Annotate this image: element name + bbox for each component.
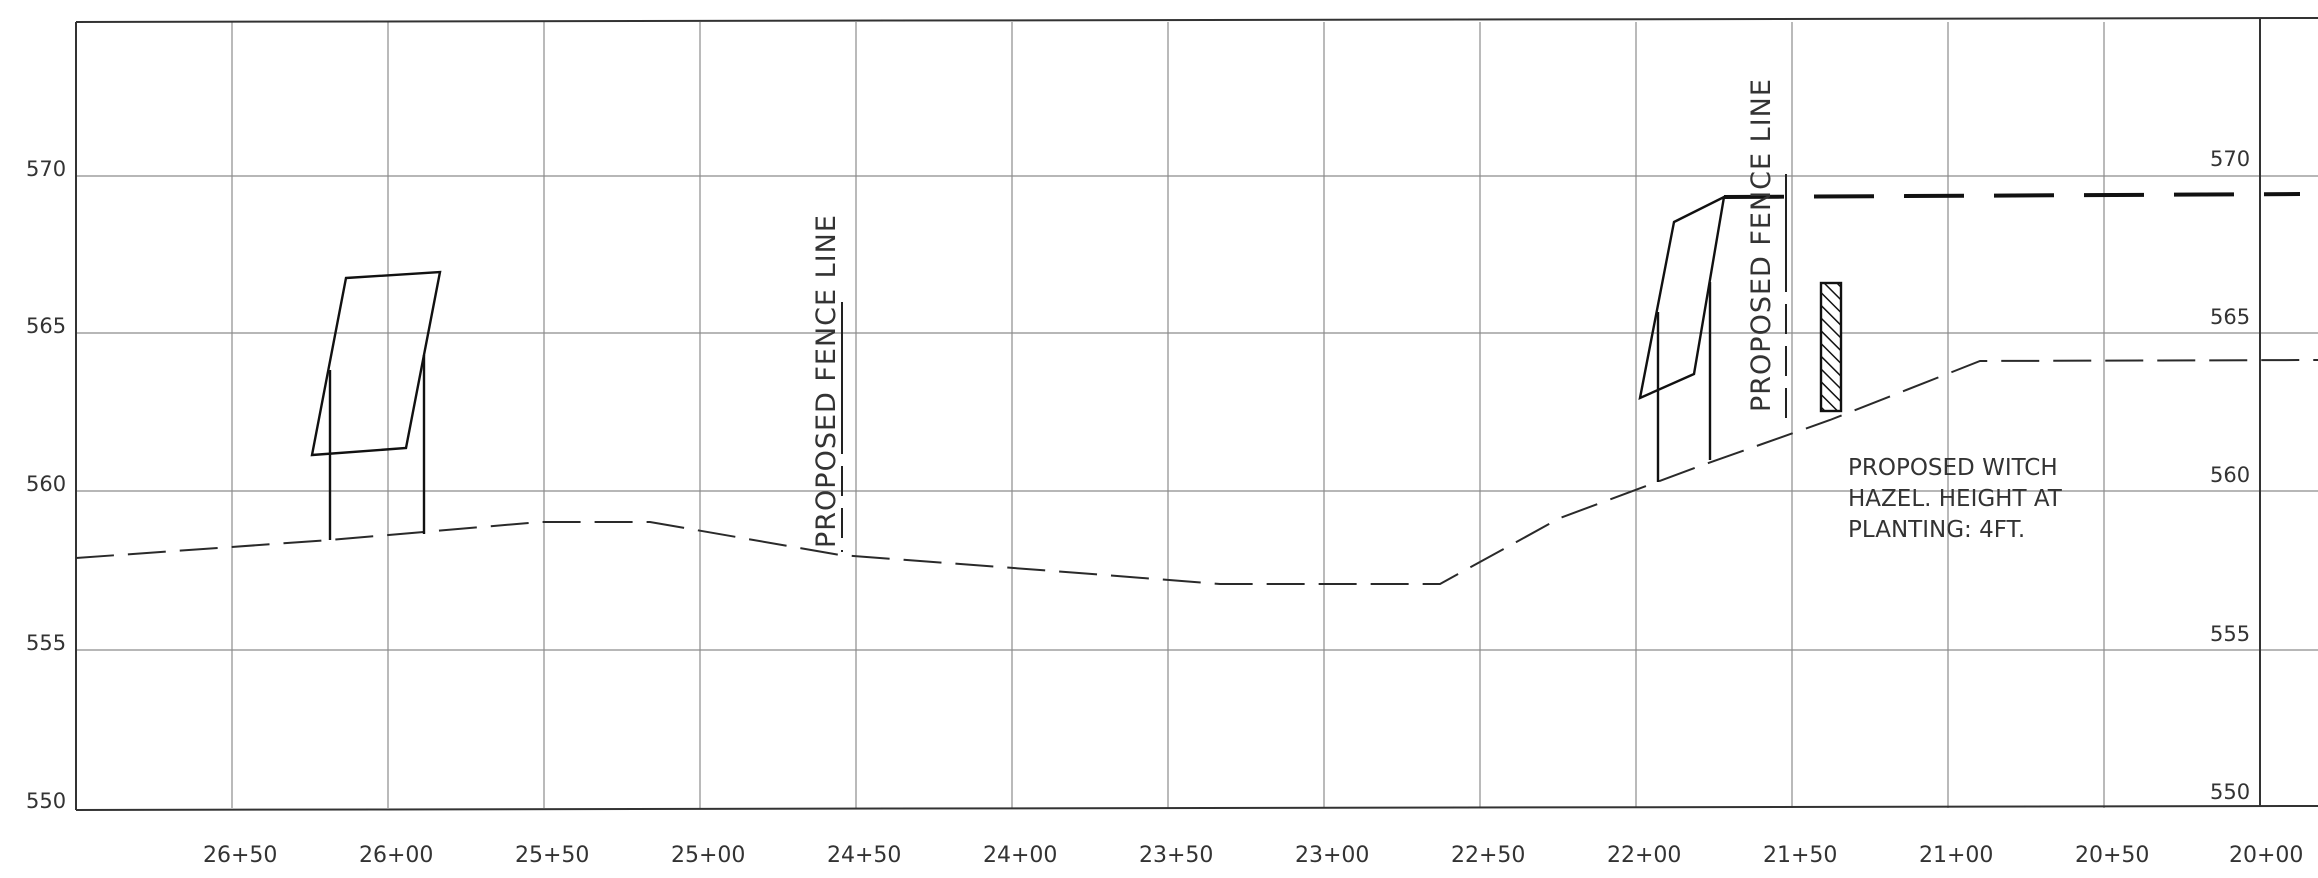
sign-panel — [310, 270, 442, 457]
elevation-label: 570 — [26, 157, 66, 181]
station-label: 22+50 — [1451, 843, 1525, 868]
elevation-label: 550 — [26, 789, 66, 813]
elevation-label: 565 — [26, 314, 66, 338]
station-label: 22+00 — [1607, 843, 1681, 868]
station-label: 26+00 — [359, 843, 433, 868]
station-label: 24+00 — [983, 843, 1057, 868]
station-label: 26+50 — [203, 843, 277, 868]
elevation-label: 560 — [2210, 463, 2250, 487]
elevation-label: 555 — [2210, 622, 2250, 646]
grid — [76, 22, 2318, 808]
elevation-label: 560 — [26, 472, 66, 496]
frame-bottom — [75, 805, 2318, 811]
sign-structure-2 — [1638, 194, 1726, 482]
station-label: 23+00 — [1295, 843, 1369, 868]
existing-fence-line — [1723, 192, 2301, 199]
elevation-label: 565 — [2210, 305, 2250, 329]
fence-label: PROPOSED FENCE LINE — [1746, 78, 1777, 412]
sign-panel — [1638, 194, 1726, 401]
station-label: 25+00 — [671, 843, 745, 868]
note-line: PLANTING: 4FT. — [1848, 517, 2025, 543]
elevation-axis-right: 570 565 560 555 550 — [2210, 147, 2250, 804]
sign-structure-1 — [310, 270, 442, 540]
proposed-fence-1: PROPOSED FENCE LINE — [811, 214, 843, 552]
station-label: 20+50 — [2075, 843, 2149, 868]
witch-hazel-symbol — [1819, 281, 1843, 413]
station-axis: 26+50 26+00 25+50 25+00 24+50 24+00 23+5… — [203, 843, 2303, 868]
elevation-label: 550 — [2210, 780, 2250, 804]
station-label: 23+50 — [1139, 843, 1213, 868]
note-line: HAZEL. HEIGHT AT — [1848, 486, 2063, 512]
station-label: 24+50 — [827, 843, 901, 868]
frame-top — [75, 17, 2318, 23]
station-label: 25+50 — [515, 843, 589, 868]
proposed-fence-2: PROPOSED FENCE LINE — [1746, 78, 1787, 424]
ground-profile-line — [75, 359, 2318, 585]
station-label: 20+00 — [2229, 843, 2303, 868]
station-label: 21+00 — [1919, 843, 1993, 868]
elevation-axis-left: 570 565 560 555 550 — [26, 157, 66, 813]
station-label: 21+50 — [1763, 843, 1837, 868]
elevation-label: 555 — [26, 631, 66, 655]
frame — [75, 17, 2318, 811]
witch-hazel-note: PROPOSED WITCH HAZEL. HEIGHT AT PLANTING… — [1848, 455, 2063, 543]
elevation-label: 570 — [2210, 147, 2250, 171]
note-line: PROPOSED WITCH — [1848, 455, 2058, 481]
fence-label: PROPOSED FENCE LINE — [811, 214, 842, 548]
